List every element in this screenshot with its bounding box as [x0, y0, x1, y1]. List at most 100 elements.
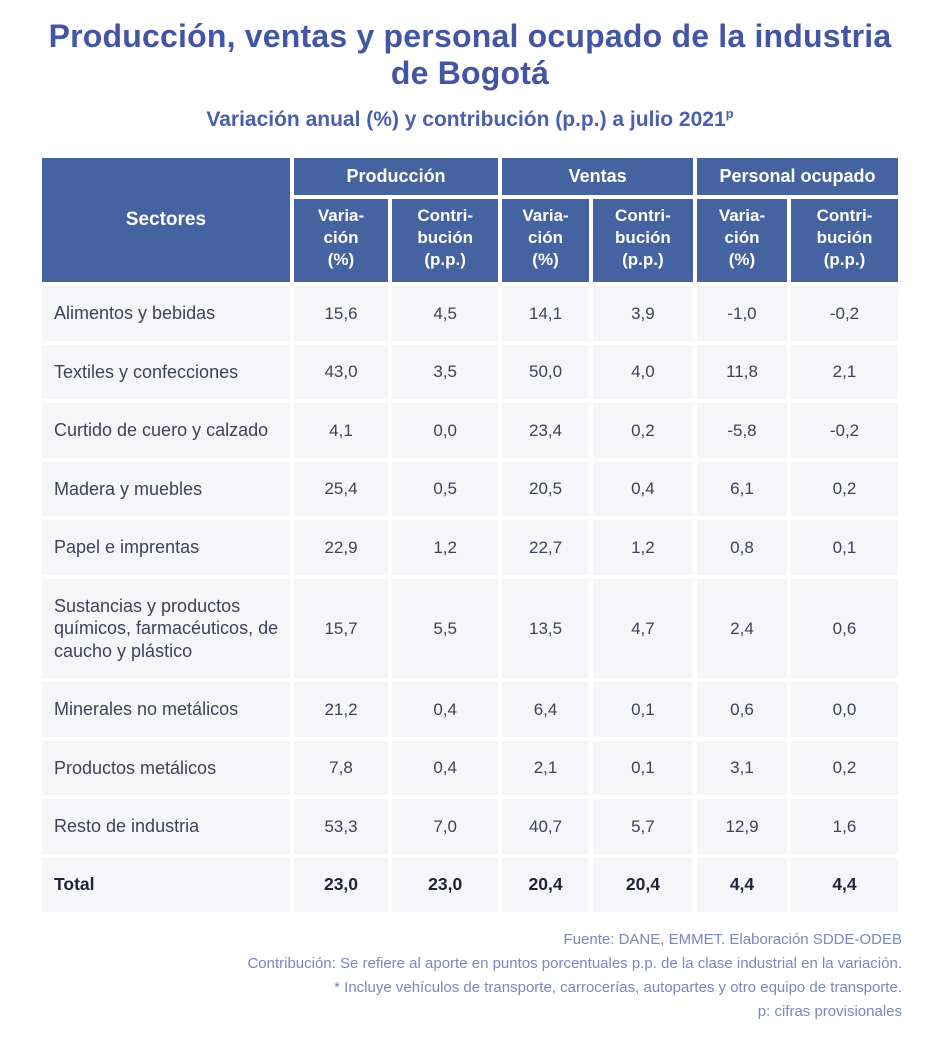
- sub-header-ventas-contribucion: Contri- bución (p.p.): [592, 199, 693, 283]
- data-table: Sectores Producción Ventas Personal ocup…: [38, 154, 902, 916]
- value-cell: 15,6: [293, 286, 389, 341]
- table-row: Madera y muebles 25,4 0,5 20,5 0,4 6,1 0…: [42, 461, 898, 517]
- value-cell: 23,0: [293, 857, 389, 912]
- table-row: Sustancias y productos químicos, farmacé…: [42, 578, 898, 679]
- group-header-row: Sectores Producción Ventas Personal ocup…: [42, 158, 898, 283]
- value-cell: 20,5: [502, 461, 589, 517]
- sub-header-personal-variacion: Varia- ción (%): [697, 199, 787, 283]
- page-title: Producción, ventas y personal ocupado de…: [48, 18, 892, 92]
- value-cell: 4,5: [392, 286, 499, 341]
- value-cell: 1,2: [392, 520, 499, 575]
- sector-cell: Total: [42, 857, 290, 912]
- value-cell: 53,3: [293, 799, 389, 854]
- group-header-personal-ocupado: Personal ocupado: [697, 158, 898, 196]
- sector-cell: Resto de industria: [42, 799, 290, 854]
- value-cell: 50,0: [502, 344, 589, 400]
- value-cell: 0,1: [592, 740, 693, 796]
- value-cell: 4,1: [293, 403, 389, 458]
- sector-cell: Curtido de cuero y calzado: [42, 403, 290, 458]
- value-cell: 3,9: [592, 286, 693, 341]
- value-cell: 2,1: [502, 740, 589, 796]
- table-row: Minerales no metálicos 21,2 0,4 6,4 0,1 …: [42, 682, 898, 737]
- table-header: Sectores Producción Ventas Personal ocup…: [42, 158, 898, 283]
- table-row: Papel e imprentas 22,9 1,2 22,7 1,2 0,8 …: [42, 520, 898, 575]
- sub-header-row: Varia- ción (%) Contri- bución (p.p.) Va…: [42, 199, 898, 283]
- sub-header-produccion-contribucion: Contri- bución (p.p.): [392, 199, 499, 283]
- value-cell: 40,7: [502, 799, 589, 854]
- table-body: Alimentos y bebidas 15,6 4,5 14,1 3,9 -1…: [42, 286, 898, 912]
- table-row: Curtido de cuero y calzado 4,1 0,0 23,4 …: [42, 403, 898, 458]
- value-cell: 23,0: [392, 857, 499, 912]
- page-subtitle: Variación anual (%) y contribución (p.p.…: [38, 106, 902, 132]
- group-header-produccion: Producción: [293, 158, 499, 196]
- value-cell: 43,0: [293, 344, 389, 400]
- sector-cell: Productos metálicos: [42, 740, 290, 796]
- table-row: Textiles y confecciones 43,0 3,5 50,0 4,…: [42, 344, 898, 400]
- sector-cell: Sustancias y productos químicos, farmacé…: [42, 578, 290, 679]
- value-cell: 21,2: [293, 682, 389, 737]
- value-cell: 0,8: [697, 520, 787, 575]
- value-cell: 25,4: [293, 461, 389, 517]
- value-cell: 5,5: [392, 578, 499, 679]
- value-cell: 0,2: [790, 461, 898, 517]
- value-cell: 11,8: [697, 344, 787, 400]
- value-cell: -5,8: [697, 403, 787, 458]
- sub-header-personal-contribucion: Contri- bución (p.p.): [790, 199, 898, 283]
- col-header-sectores: Sectores: [42, 158, 290, 283]
- value-cell: 1,6: [790, 799, 898, 854]
- table-row: Alimentos y bebidas 15,6 4,5 14,1 3,9 -1…: [42, 286, 898, 341]
- sector-cell: Minerales no metálicos: [42, 682, 290, 737]
- value-cell: 15,7: [293, 578, 389, 679]
- page-subtitle-superscript: p: [725, 106, 734, 122]
- table-row: Productos metálicos 7,8 0,4 2,1 0,1 3,1 …: [42, 740, 898, 796]
- value-cell: -1,0: [697, 286, 787, 341]
- value-cell: 7,0: [392, 799, 499, 854]
- value-cell: 13,5: [502, 578, 589, 679]
- value-cell: 22,7: [502, 520, 589, 575]
- value-cell: 4,4: [697, 857, 787, 912]
- value-cell: 4,4: [790, 857, 898, 912]
- value-cell: 4,0: [592, 344, 693, 400]
- sub-header-produccion-variacion: Varia- ción (%): [293, 199, 389, 283]
- sector-cell: Alimentos y bebidas: [42, 286, 290, 341]
- value-cell: 0,6: [697, 682, 787, 737]
- value-cell: 5,7: [592, 799, 693, 854]
- value-cell: 2,1: [790, 344, 898, 400]
- sector-cell: Textiles y confecciones: [42, 344, 290, 400]
- value-cell: 6,4: [502, 682, 589, 737]
- value-cell: 22,9: [293, 520, 389, 575]
- value-cell: 0,4: [392, 740, 499, 796]
- sub-header-ventas-variacion: Varia- ción (%): [502, 199, 589, 283]
- sector-cell: Madera y muebles: [42, 461, 290, 517]
- value-cell: 0,4: [592, 461, 693, 517]
- value-cell: 4,7: [592, 578, 693, 679]
- value-cell: 12,9: [697, 799, 787, 854]
- value-cell: 20,4: [592, 857, 693, 912]
- value-cell: 0,4: [392, 682, 499, 737]
- value-cell: 0,5: [392, 461, 499, 517]
- value-cell: 14,1: [502, 286, 589, 341]
- value-cell: 0,2: [592, 403, 693, 458]
- value-cell: 1,2: [592, 520, 693, 575]
- table-row: Resto de industria 53,3 7,0 40,7 5,7 12,…: [42, 799, 898, 854]
- value-cell: 23,4: [502, 403, 589, 458]
- page-subtitle-text: Variación anual (%) y contribución (p.p.…: [206, 108, 726, 132]
- value-cell: -0,2: [790, 286, 898, 341]
- value-cell: 7,8: [293, 740, 389, 796]
- value-cell: -0,2: [790, 403, 898, 458]
- value-cell: 6,1: [697, 461, 787, 517]
- footnote-asterisk: * Incluye vehículos de transporte, carro…: [334, 978, 902, 996]
- value-cell: 0,2: [790, 740, 898, 796]
- table-row: Total 23,0 23,0 20,4 20,4 4,4 4,4: [42, 857, 898, 912]
- group-header-ventas: Ventas: [502, 158, 693, 196]
- value-cell: 0,0: [392, 403, 499, 458]
- footnote-provisional: p: cifras provisionales: [757, 1002, 902, 1020]
- sector-cell: Papel e imprentas: [42, 520, 290, 575]
- value-cell: 0,1: [592, 682, 693, 737]
- value-cell: 0,0: [790, 682, 898, 737]
- value-cell: 20,4: [502, 857, 589, 912]
- value-cell: 3,5: [392, 344, 499, 400]
- footnote-source: Fuente: DANE, EMMET. Elaboración SDDE-OD…: [563, 930, 902, 948]
- footnote-contribucion: Contribución: Se refiere al aporte en pu…: [247, 954, 902, 972]
